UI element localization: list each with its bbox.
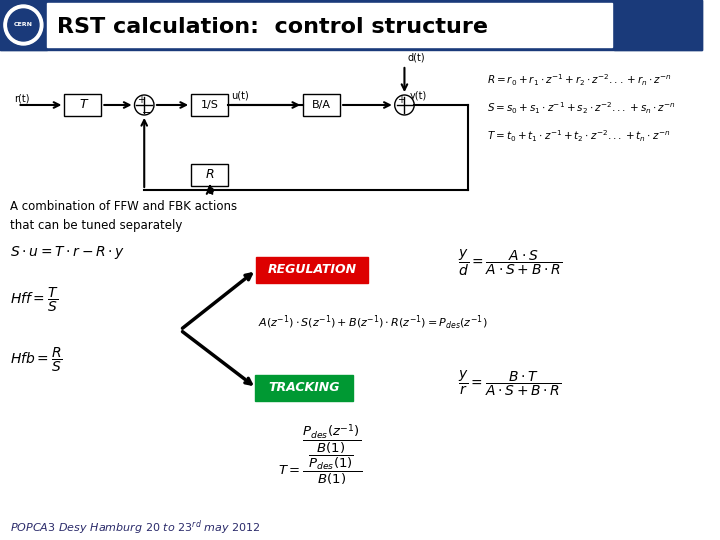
Text: u(t): u(t) <box>231 91 248 101</box>
Bar <box>256 375 353 401</box>
Text: B/A: B/A <box>312 100 331 110</box>
Text: d(t): d(t) <box>408 53 425 63</box>
Bar <box>256 257 368 283</box>
Text: $Hfb = \dfrac{R}{S}$: $Hfb = \dfrac{R}{S}$ <box>10 346 63 374</box>
Text: 1/S: 1/S <box>201 100 218 110</box>
Text: T: T <box>79 98 86 111</box>
Text: +: + <box>138 95 145 105</box>
Text: $\it{POPCA3\ Desy\ Hamburg\ 20\ to\ 23^{rd}\ may\ 2012}$: $\it{POPCA3\ Desy\ Hamburg\ 20\ to\ 23^{… <box>10 518 261 537</box>
Circle shape <box>135 95 154 115</box>
Text: $T = t_0+t_1 \cdot z^{-1}+t_2 \cdot z^{-2}...+t_n \cdot z^{-n}$: $T = t_0+t_1 \cdot z^{-1}+t_2 \cdot z^{-… <box>487 128 670 144</box>
Circle shape <box>4 5 43 45</box>
Text: $\dfrac{y}{d} = \dfrac{A \cdot S}{A \cdot S + B \cdot R}$: $\dfrac{y}{d} = \dfrac{A \cdot S}{A \cdo… <box>458 248 562 278</box>
Bar <box>191 94 228 116</box>
Bar <box>47 3 612 47</box>
Circle shape <box>8 9 39 41</box>
Text: A combination of FFW and FBK actions
that can be tuned separately: A combination of FFW and FBK actions tha… <box>10 200 237 232</box>
Bar <box>0 0 47 50</box>
Text: TRACKING: TRACKING <box>269 381 340 394</box>
Text: RST calculation:  control structure: RST calculation: control structure <box>57 17 487 37</box>
Text: y(t): y(t) <box>410 91 426 101</box>
Text: $Hff = \dfrac{T}{S}$: $Hff = \dfrac{T}{S}$ <box>10 286 58 314</box>
Circle shape <box>395 95 414 115</box>
Bar <box>614 0 702 50</box>
Bar <box>0 0 702 50</box>
Text: $S = s_0+s_1 \cdot z^{-1}+s_2 \cdot z^{-2}...+s_n \cdot z^{-n}$: $S = s_0+s_1 \cdot z^{-1}+s_2 \cdot z^{-… <box>487 100 676 116</box>
Text: +: + <box>397 95 405 105</box>
Text: $T = \dfrac{\dfrac{P_{des}(z^{-1})}{\dfrac{B(1)}{P_{des}(1)}}}{B(1)}$: $T = \dfrac{\dfrac{P_{des}(z^{-1})}{\dfr… <box>278 422 362 488</box>
Text: $R = r_0+r_1 \cdot z^{-1}+r_2 \cdot z^{-2}...+r_n \cdot z^{-n}$: $R = r_0+r_1 \cdot z^{-1}+r_2 \cdot z^{-… <box>487 72 672 88</box>
Text: REGULATION: REGULATION <box>267 264 356 276</box>
Text: r(t): r(t) <box>14 94 29 104</box>
Text: $\dfrac{y}{r} = \dfrac{B \cdot T}{A \cdot S + B \cdot R}$: $\dfrac{y}{r} = \dfrac{B \cdot T}{A \cdo… <box>458 368 562 397</box>
Text: $A(z^{-1}) \cdot S(z^{-1})+B(z^{-1}) \cdot R(z^{-1}) = P_{des}(z^{-1})$: $A(z^{-1}) \cdot S(z^{-1})+B(z^{-1}) \cd… <box>258 314 487 332</box>
Bar <box>191 164 228 186</box>
Text: R: R <box>205 168 214 181</box>
Bar <box>303 94 340 116</box>
Text: −: − <box>142 108 151 118</box>
Text: $S \cdot u = T \cdot r - R \cdot y$: $S \cdot u = T \cdot r - R \cdot y$ <box>10 245 125 261</box>
Bar <box>64 94 102 116</box>
Text: CERN: CERN <box>14 23 33 28</box>
